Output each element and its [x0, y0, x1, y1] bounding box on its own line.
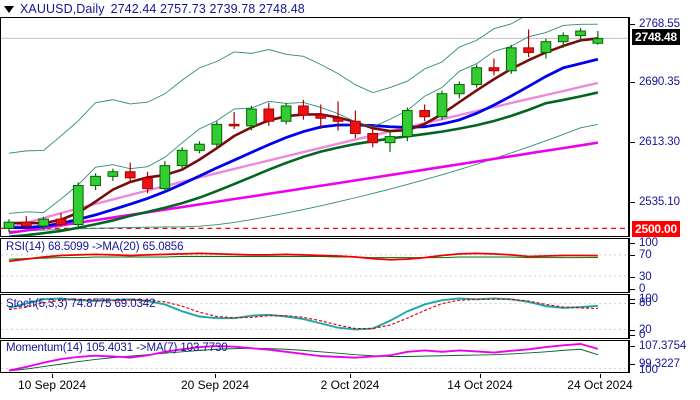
momentum-plot — [1, 342, 628, 372]
axis-tick — [630, 202, 635, 204]
rsi-plot — [1, 252, 628, 277]
axis-tick — [630, 141, 635, 143]
axis-label: 20 — [639, 324, 652, 336]
level-price-badge: 2500.00 — [632, 221, 680, 238]
axis-tick — [630, 335, 635, 336]
momentum-label: Momentum(14) 105.4031 ->MA(7) 103.7730 — [6, 342, 228, 354]
axis-tick — [630, 364, 635, 365]
axis-label: 0 — [639, 283, 646, 295]
axis-tick — [630, 24, 635, 25]
axis-tick — [630, 346, 635, 347]
axis-label: 107.3754 — [639, 340, 687, 352]
momentum-axis: 107.3754 99.3227 100 — [629, 340, 700, 376]
date-label: 2 Oct 2024 — [320, 378, 380, 392]
price-plot — [1, 18, 628, 236]
date-tick — [350, 374, 351, 378]
axis-tick — [630, 276, 635, 278]
stoch-label: Stoch(5,3,3) 74.8775 69.0342 — [6, 298, 156, 310]
axis-tick — [630, 299, 635, 300]
stoch-plot — [1, 297, 628, 331]
axis-label: 30 — [639, 270, 652, 283]
axis-label: 70 — [639, 248, 652, 261]
price-axis: 2768.55 2690.35 2613.30 2535.10 2748.48 2500.… — [629, 17, 700, 238]
price-panel[interactable] — [0, 17, 629, 237]
axis-tick — [630, 243, 635, 244]
axis-label: 0 — [639, 329, 646, 341]
triangle-down-icon[interactable] — [4, 6, 14, 13]
stoch-axis: 100 80 20 0 — [629, 293, 700, 341]
axis-label: 2768.55 — [639, 18, 680, 30]
chart-header: XAUUSD,Daily 2742.44 2757.73 2739.78 274… — [0, 0, 700, 18]
symbol-label: XAUUSD,Daily — [20, 2, 105, 16]
axis-label: 100 — [639, 364, 658, 376]
date-tick — [52, 374, 53, 378]
axis-label: 99.3227 — [639, 358, 680, 370]
date-label: 14 Oct 2024 — [447, 378, 513, 392]
axis-label: 100 — [639, 293, 658, 305]
axis-label: 2613.30 — [639, 135, 680, 148]
axis-tick — [630, 254, 635, 256]
axis-tick — [630, 303, 635, 304]
rsi-label: RSI(14) 68.5099 ->MA(20) 65.0856 — [6, 241, 184, 253]
date-tick — [600, 374, 601, 378]
date-tick — [215, 374, 216, 378]
date-label: 24 Oct 2024 — [567, 378, 633, 392]
ohlc-values: 2742.44 2757.73 2739.78 2748.48 — [110, 2, 305, 16]
date-label: 10 Sep 2024 — [17, 378, 87, 392]
current-price-badge: 2748.48 — [632, 29, 680, 46]
momentum-panel[interactable]: Momentum(14) 105.4031 ->MA(7) 103.7730 — [0, 340, 629, 373]
axis-tick — [630, 82, 635, 84]
axis-label: 2535.10 — [639, 196, 680, 209]
rsi-panel[interactable]: RSI(14) 68.5099 ->MA(20) 65.0856 — [0, 238, 629, 293]
date-axis: 10 Sep 2024 20 Sep 2024 2 Oct 2024 14 Oct 2… — [0, 374, 700, 400]
axis-tick — [630, 330, 635, 331]
rsi-axis: 100 70 30 0 — [629, 237, 700, 295]
stoch-panel[interactable]: Stoch(5,3,3) 74.8775 69.0342 — [0, 294, 629, 339]
axis-tick — [630, 289, 635, 290]
axis-label: 80 — [639, 297, 652, 309]
date-label: 20 Sep 2024 — [180, 378, 250, 392]
axis-label: 100 — [639, 237, 658, 249]
date-tick — [480, 374, 481, 378]
axis-label: 2690.35 — [639, 76, 680, 89]
